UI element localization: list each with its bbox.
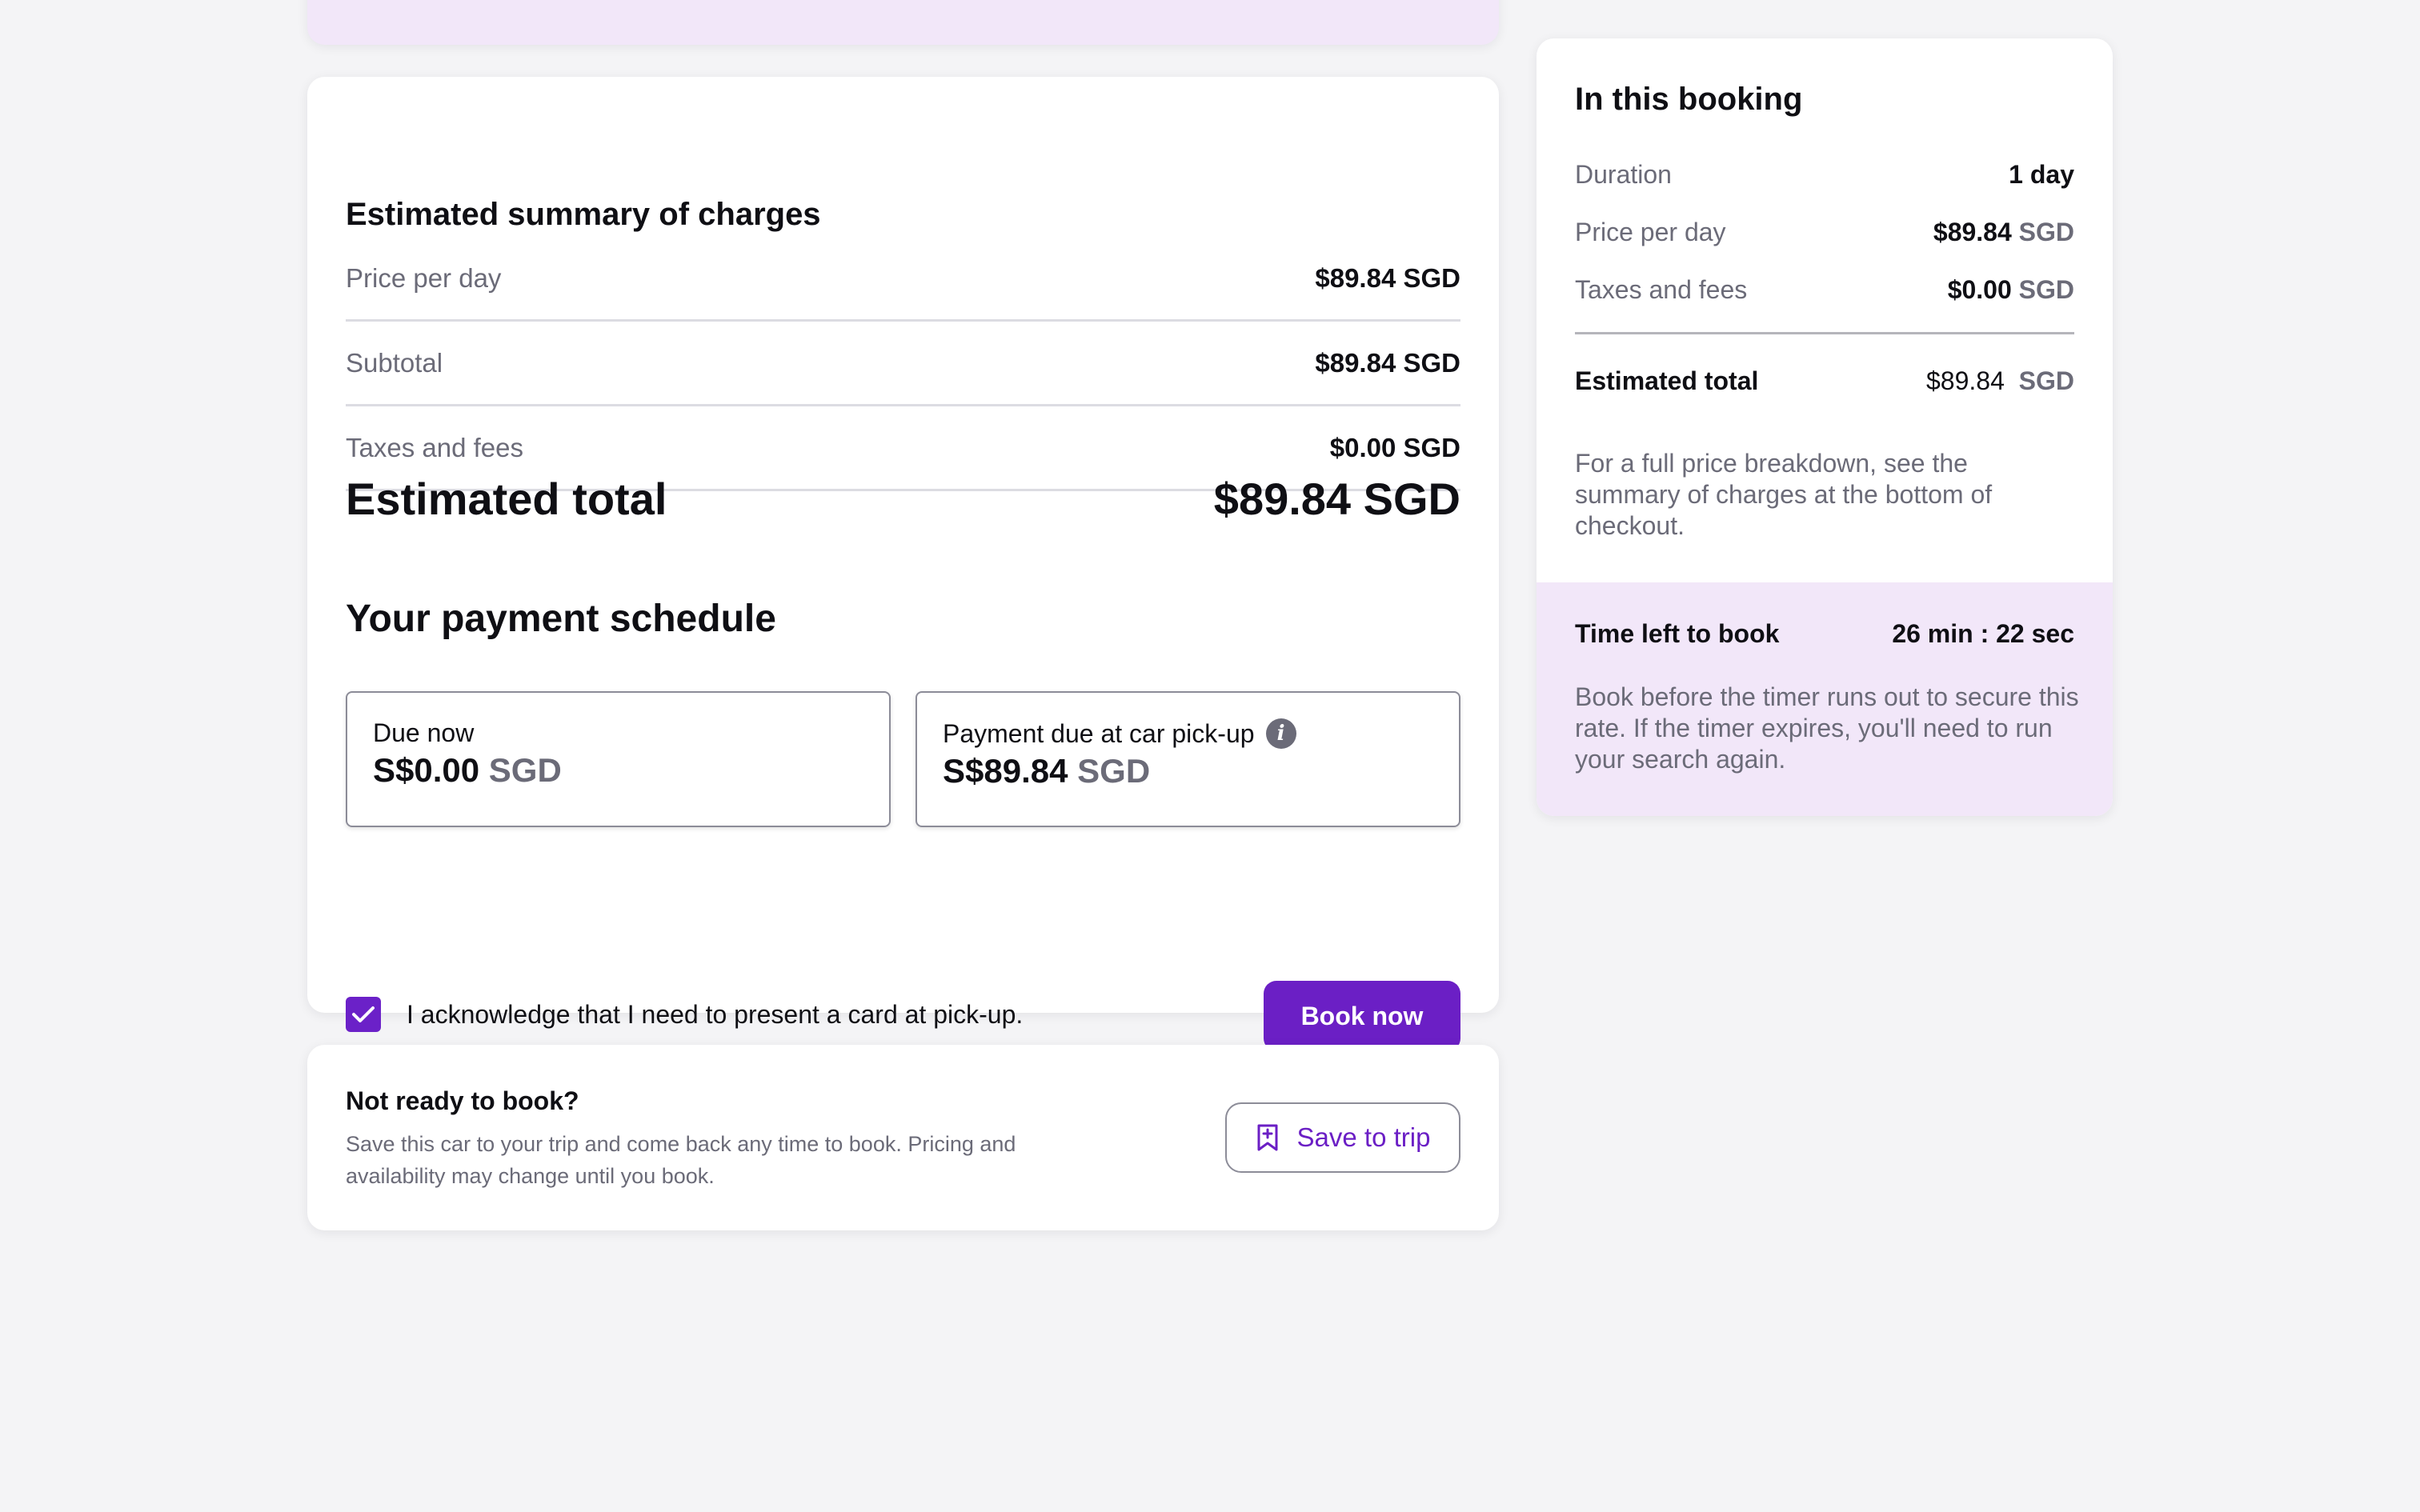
not-ready-card: Not ready to book? Save this car to your… (307, 1045, 1499, 1230)
due-now-amount: S$0.00 SGD (373, 751, 863, 790)
booking-summary-card: In this booking Duration 1 day Price per… (1537, 38, 2113, 816)
due-now-value: S$0.00 (373, 751, 480, 789)
estimated-total-value: $89.84 SGD (1213, 474, 1460, 524)
due-pickup-currency: SGD (1077, 752, 1151, 790)
side-total-row: Estimated total $89.84 SGD (1575, 366, 2074, 396)
charge-row: Price per day $89.84 SGD (346, 237, 1460, 322)
info-banner (307, 0, 1499, 45)
side-total-label: Estimated total (1575, 366, 1759, 395)
charge-label: Taxes and fees (346, 432, 523, 462)
bookmark-plus-icon (1257, 1124, 1278, 1151)
price-row: Price per day $89.84 SGD (1575, 218, 2074, 247)
timer-note: Book before the timer runs out to secure… (1575, 682, 2079, 774)
info-icon[interactable]: i (1265, 718, 1296, 749)
side-total-amount: $89.84 (1926, 366, 2005, 395)
due-pickup-value: S$89.84 (943, 752, 1068, 790)
charge-label: Subtotal (346, 347, 443, 378)
charge-value: $89.84 SGD (1315, 262, 1460, 293)
charge-value: $0.00 SGD (1329, 432, 1460, 462)
checkmark-icon (352, 1006, 375, 1022)
charge-row: Taxes and fees $0.00 SGD (346, 406, 1460, 491)
price-breakdown-note: For a full price breakdown, see the summ… (1575, 449, 1993, 540)
side-total-currency: SGD (2018, 366, 2074, 395)
taxes-value: $0.00 SGD (1948, 275, 2074, 305)
timer-row: Time left to book 26 min : 22 sec (1575, 619, 2074, 649)
charge-row: Subtotal $89.84 SGD (346, 322, 1460, 406)
charges-card: Estimated summary of charges Price per d… (307, 77, 1499, 1051)
price-label: Price per day (1575, 218, 1726, 246)
book-now-button[interactable]: Book now (1264, 981, 1460, 1051)
save-to-trip-button[interactable]: Save to trip (1225, 1102, 1460, 1173)
taxes-row: Taxes and fees $0.00 SGD (1575, 275, 2074, 305)
due-now-box: Due now S$0.00 SGD (346, 691, 891, 827)
price-amount: $89.84 (1933, 218, 2012, 246)
duration-label: Duration (1575, 160, 1672, 189)
not-ready-title: Not ready to book? (346, 1086, 579, 1115)
save-to-trip-label: Save to trip (1296, 1122, 1431, 1152)
acknowledge-text: I acknowledge that I need to present a c… (407, 999, 1024, 1029)
timer-value: 26 min : 22 sec (1892, 619, 2074, 648)
duration-row: Duration 1 day (1575, 160, 2074, 190)
taxes-amount: $0.00 (1947, 275, 2012, 304)
payment-schedule-title: Your payment schedule (346, 598, 776, 640)
due-pickup-label-row: Payment due at car pick-up i (943, 718, 1433, 749)
acknowledge-checkbox[interactable] (346, 997, 381, 1032)
price-currency: SGD (2018, 218, 2074, 246)
charge-label: Price per day (346, 262, 502, 293)
taxes-label: Taxes and fees (1575, 275, 1748, 304)
charges-title: Estimated summary of charges (346, 197, 821, 232)
estimated-total-label: Estimated total (346, 474, 667, 524)
due-now-label: Due now (373, 718, 475, 747)
divider (1575, 332, 2074, 334)
charge-value: $89.84 SGD (1315, 347, 1460, 378)
booking-title: In this booking (1575, 82, 1803, 117)
price-value: $89.84 SGD (1933, 218, 2074, 247)
duration-value: 1 day (2009, 160, 2074, 189)
due-pickup-amount: S$89.84 SGD (943, 752, 1433, 790)
timer-label: Time left to book (1575, 619, 1780, 648)
due-now-currency: SGD (488, 751, 562, 789)
acknowledge-row: I acknowledge that I need to present a c… (346, 997, 1023, 1032)
due-pickup-label: Payment due at car pick-up (943, 718, 1255, 748)
side-total-value: $89.84 SGD (1926, 366, 2074, 396)
timer-panel: Time left to book 26 min : 22 sec Book b… (1537, 582, 2113, 816)
taxes-currency: SGD (2018, 275, 2074, 304)
estimated-total-row: Estimated total $89.84 SGD (346, 473, 1460, 525)
due-pickup-box: Payment due at car pick-up i S$89.84 SGD (916, 691, 1460, 827)
not-ready-description: Save this car to your trip and come back… (346, 1132, 1016, 1188)
